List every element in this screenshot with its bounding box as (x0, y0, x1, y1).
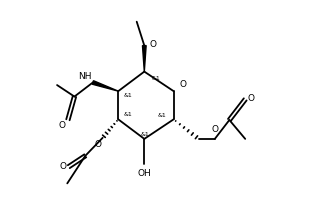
Text: &1: &1 (151, 76, 160, 81)
Text: O: O (149, 40, 156, 49)
Text: O: O (211, 125, 218, 134)
Text: &1: &1 (158, 113, 167, 118)
Text: &1: &1 (141, 132, 150, 137)
Text: O: O (180, 80, 187, 89)
Text: O: O (248, 94, 254, 103)
Text: NH: NH (78, 72, 91, 81)
Text: OH: OH (137, 169, 151, 178)
Polygon shape (143, 46, 146, 72)
Text: O: O (59, 162, 66, 171)
Polygon shape (92, 81, 118, 91)
Text: &1: &1 (124, 93, 132, 98)
Text: O: O (59, 121, 66, 130)
Text: O: O (94, 140, 101, 149)
Text: &1: &1 (124, 112, 132, 117)
